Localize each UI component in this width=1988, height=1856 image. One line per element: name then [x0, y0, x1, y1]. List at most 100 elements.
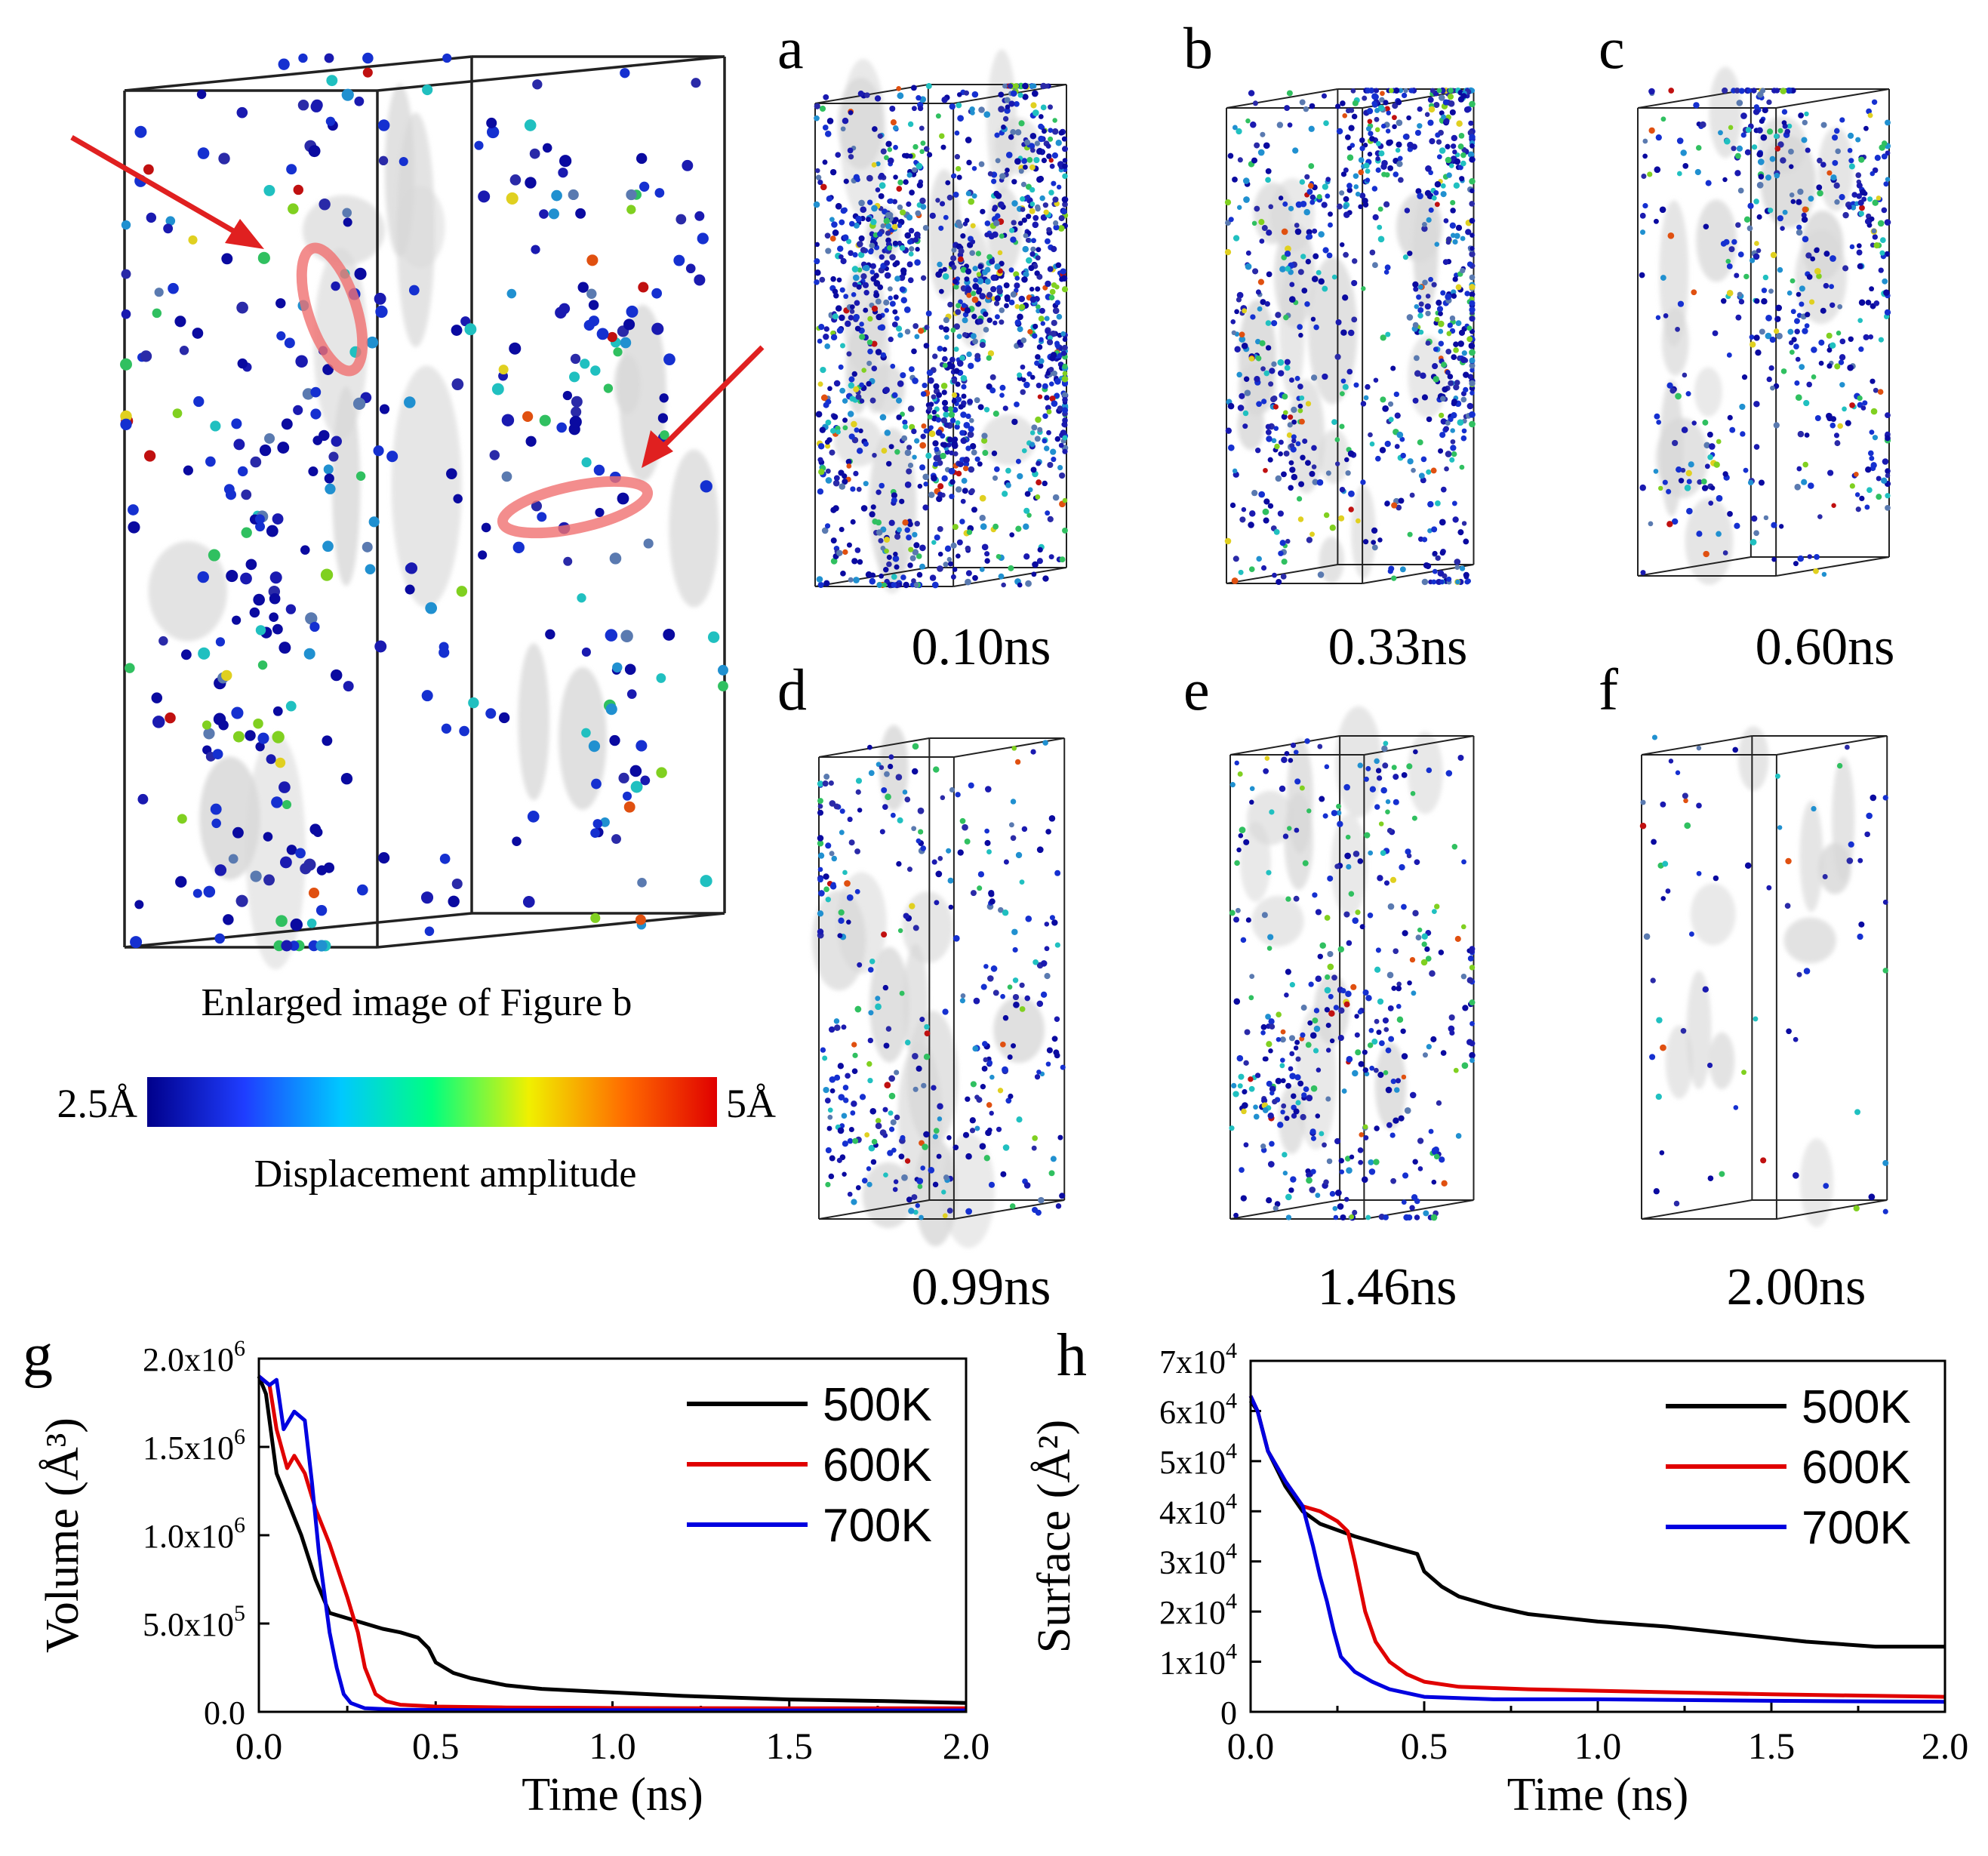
atom [1829, 284, 1834, 289]
atom [958, 404, 964, 410]
pore-surfaces [1665, 726, 1855, 1227]
atom [1259, 239, 1265, 244]
atom [1297, 516, 1304, 522]
atom [1040, 960, 1048, 967]
atom [1834, 363, 1841, 370]
atom [868, 770, 875, 777]
atom [1372, 262, 1378, 269]
atom [1414, 1214, 1420, 1220]
atom [1441, 1180, 1448, 1187]
atom [1719, 1171, 1725, 1177]
atom [1642, 203, 1648, 209]
atom [920, 275, 927, 282]
atom [1285, 1082, 1291, 1089]
atom [1248, 356, 1254, 362]
atom [1049, 355, 1056, 362]
atom [618, 772, 629, 783]
atom [967, 399, 974, 405]
atom [947, 406, 954, 412]
atom [900, 372, 906, 379]
atom [1834, 199, 1840, 205]
atom [1439, 579, 1445, 585]
pore-blob [391, 365, 462, 608]
atom [1334, 863, 1340, 870]
atom [909, 903, 916, 910]
atom [1358, 1159, 1364, 1165]
atom [1062, 201, 1068, 208]
atom [1036, 1070, 1042, 1075]
atom [1410, 790, 1416, 796]
atom [1806, 273, 1813, 280]
atom [1734, 170, 1741, 177]
atom [1283, 314, 1289, 321]
atom [1845, 744, 1850, 750]
atom [1023, 271, 1029, 278]
atom [1442, 386, 1448, 393]
atom [1236, 371, 1242, 378]
atom [1385, 331, 1391, 337]
atom [848, 1126, 854, 1133]
atom [842, 473, 848, 479]
atom [950, 327, 956, 333]
atom [1062, 448, 1068, 454]
atom [822, 1055, 828, 1061]
atom [1300, 1113, 1306, 1121]
atom [240, 572, 252, 585]
atom [984, 551, 990, 557]
atom [1442, 99, 1449, 106]
atom [1811, 805, 1817, 812]
atom [983, 327, 989, 333]
atom [868, 1144, 876, 1152]
atom [962, 1131, 970, 1138]
atom [891, 220, 897, 226]
atom [853, 222, 860, 229]
atom [1007, 984, 1013, 990]
atom [1012, 993, 1020, 1001]
atom [953, 284, 959, 290]
atom [1289, 1035, 1296, 1042]
atom [1808, 195, 1814, 202]
atom [1371, 93, 1378, 100]
atom [823, 873, 829, 880]
atom [1323, 120, 1329, 127]
atom [956, 334, 962, 340]
legend-label: 600K [1802, 1442, 1911, 1494]
atom [914, 521, 921, 527]
atom [1291, 1113, 1297, 1119]
atom [848, 315, 854, 321]
atom [1242, 1102, 1248, 1109]
atom [1237, 1083, 1243, 1089]
atom [1791, 337, 1797, 343]
atom [250, 870, 262, 882]
atom [1866, 487, 1873, 494]
atom [1426, 767, 1433, 774]
atom [1367, 119, 1373, 125]
atom [912, 1086, 919, 1092]
atom [1011, 200, 1018, 207]
y-tick-label: 1.0x106 [143, 1513, 245, 1555]
atom [1060, 208, 1067, 215]
atom [343, 681, 354, 692]
atom [637, 878, 647, 888]
atom [836, 1157, 842, 1163]
atom [1842, 211, 1849, 219]
atom [532, 79, 543, 90]
atom [1045, 280, 1051, 288]
atom [1433, 376, 1439, 383]
atom [232, 615, 242, 625]
atom [926, 369, 934, 377]
atom [1826, 170, 1833, 176]
atom [1285, 968, 1291, 975]
atom [1032, 109, 1039, 116]
atom [965, 286, 972, 293]
atom [948, 904, 954, 910]
atom [1014, 101, 1020, 107]
atom [1414, 129, 1421, 136]
atom [1367, 912, 1374, 919]
atom [1044, 315, 1050, 322]
atom [919, 1017, 925, 1023]
atom [1849, 244, 1855, 250]
atom [1341, 1088, 1347, 1094]
atom [1401, 92, 1408, 99]
atom [950, 255, 957, 262]
